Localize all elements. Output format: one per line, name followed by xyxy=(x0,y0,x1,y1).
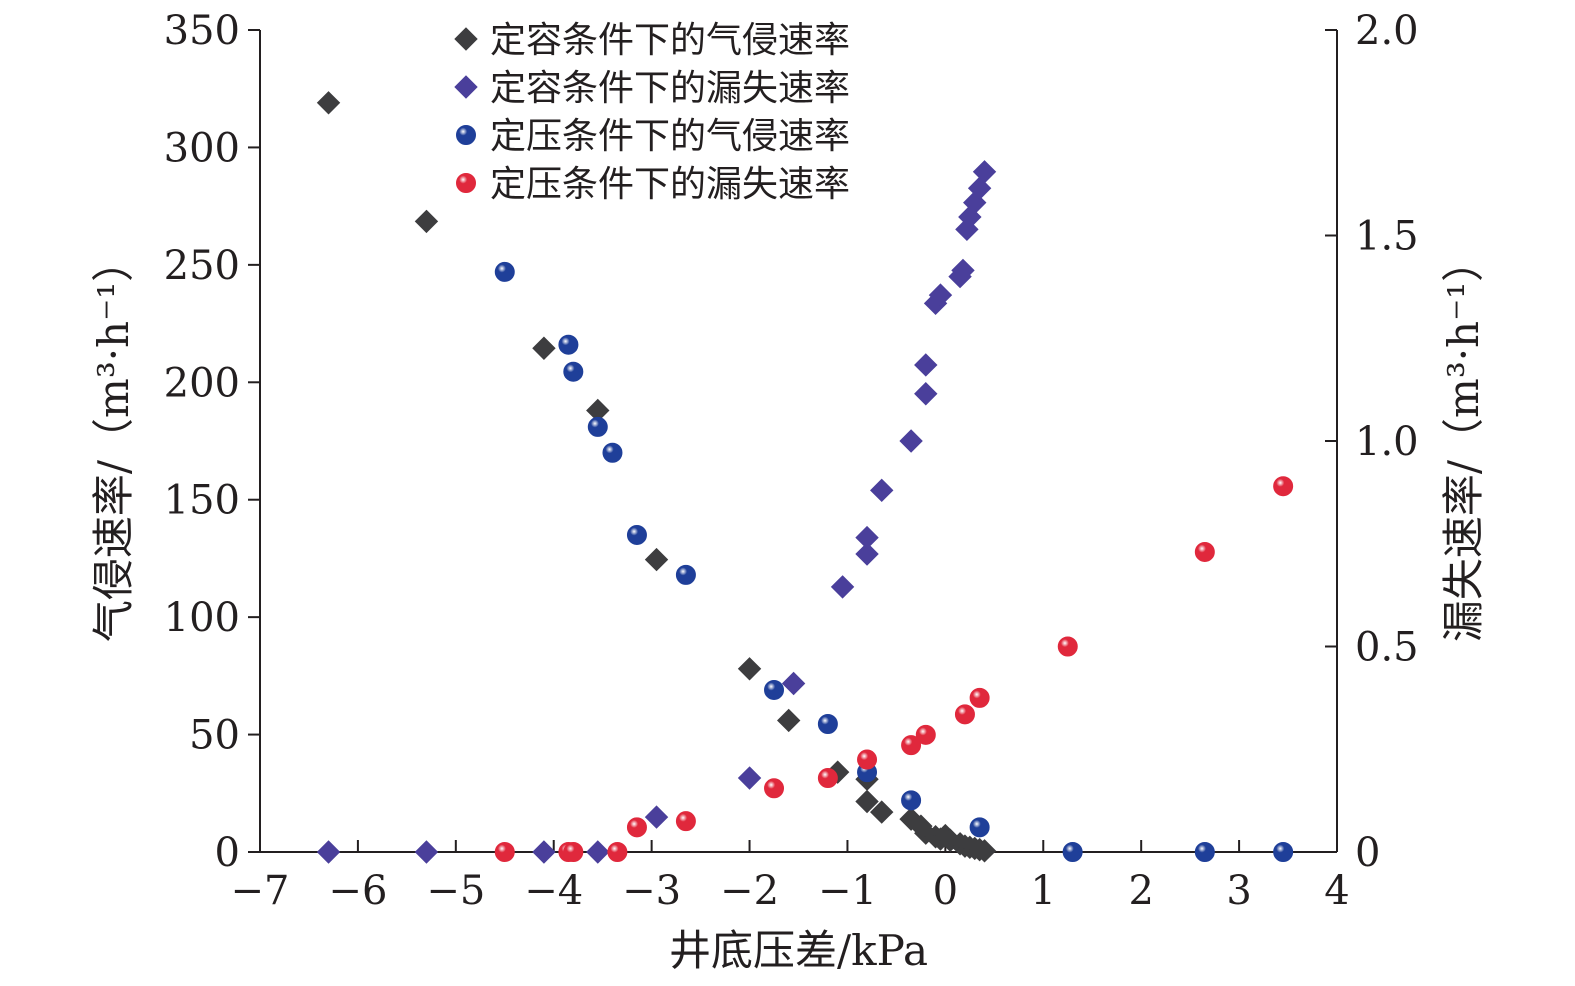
x-tick-label: 2 xyxy=(1128,868,1153,914)
data-point xyxy=(777,708,801,733)
data-point xyxy=(563,842,584,862)
data-point xyxy=(969,687,990,708)
left-y-tick-label: 300 xyxy=(164,125,240,171)
data-point xyxy=(928,283,953,307)
x-tick-label: −1 xyxy=(818,868,877,914)
data-point xyxy=(1194,842,1215,862)
x-tick-label: −5 xyxy=(426,868,485,914)
x-tick-label: −3 xyxy=(622,868,681,914)
right-y-tick-label: 0 xyxy=(1355,830,1380,876)
legend-marker xyxy=(454,75,478,99)
left-y-tick-label: 50 xyxy=(189,713,240,759)
data-point xyxy=(817,714,838,735)
x-tick-label: 0 xyxy=(933,868,958,914)
data-point xyxy=(855,789,879,814)
data-point xyxy=(494,842,515,862)
legend-label: 定容条件下的气侵速率 xyxy=(490,20,850,61)
data-point xyxy=(602,442,623,463)
left-y-tick-label: 150 xyxy=(164,478,240,524)
left-y-tick-label: 250 xyxy=(164,243,240,289)
data-point xyxy=(972,839,997,863)
left-y-tick-label: 200 xyxy=(164,360,240,406)
data-point xyxy=(855,525,879,550)
x-tick-label: 1 xyxy=(1031,868,1056,914)
data-point xyxy=(494,261,515,282)
data-point xyxy=(644,547,669,572)
data-point xyxy=(817,768,838,789)
data-point xyxy=(737,766,762,790)
data-point xyxy=(764,679,785,700)
data-point xyxy=(532,840,556,864)
data-point xyxy=(626,524,647,545)
legend-label: 定压条件下的气侵速率 xyxy=(490,116,850,157)
data-point xyxy=(857,749,878,770)
legend-label: 定压条件下的漏失速率 xyxy=(490,164,850,205)
data-point xyxy=(764,778,785,799)
data-point xyxy=(972,160,997,184)
x-tick-label: −7 xyxy=(231,868,290,914)
data-point xyxy=(316,840,341,864)
data-point xyxy=(954,704,975,725)
data-point xyxy=(675,811,696,832)
right-y-tick-label: 0.5 xyxy=(1355,625,1419,671)
left-y-axis-title: 气侵速率/（m³·h⁻¹） xyxy=(89,240,138,642)
data-point xyxy=(781,671,806,696)
data-point xyxy=(626,817,647,838)
data-point xyxy=(532,336,556,360)
right-y-tick-label: 1.0 xyxy=(1355,419,1419,465)
x-tick-label: −2 xyxy=(720,868,779,914)
data-point xyxy=(1273,842,1294,862)
data-point xyxy=(915,724,936,745)
data-point xyxy=(870,800,894,824)
data-point xyxy=(870,478,894,503)
data-point xyxy=(1057,636,1078,657)
data-point xyxy=(316,91,341,115)
x-tick-label: 3 xyxy=(1226,868,1251,914)
right-y-tick-label: 2.0 xyxy=(1355,8,1419,54)
data-point xyxy=(414,840,439,864)
data-point xyxy=(563,361,584,382)
data-point xyxy=(914,382,938,406)
data-point xyxy=(586,840,610,864)
x-tick-label: −6 xyxy=(328,868,387,914)
x-axis-title: 井底压差/kPa xyxy=(669,926,928,975)
data-point xyxy=(914,353,938,377)
legend-marker xyxy=(456,125,476,145)
left-y-tick-label: 100 xyxy=(164,595,240,641)
data-point xyxy=(607,842,628,862)
data-point xyxy=(901,790,922,811)
legend-label: 定容条件下的漏失速率 xyxy=(490,68,850,109)
data-point xyxy=(675,564,696,585)
data-point xyxy=(1194,541,1215,562)
data-point xyxy=(1062,842,1083,862)
data-point xyxy=(558,334,579,355)
axes: −7 −6 −5 −4 −3 −2 −1 0 1 2 3 4050100150200250300350… xyxy=(89,8,1488,975)
data-point xyxy=(951,258,975,283)
left-y-tick-label: 350 xyxy=(164,8,240,54)
legend-marker xyxy=(456,173,476,193)
right-y-tick-label: 1.5 xyxy=(1355,214,1419,260)
data-point xyxy=(644,805,669,829)
data-marks xyxy=(316,91,1294,864)
right-y-axis-title: 漏失速率/（m³·h⁻¹） xyxy=(1439,240,1488,642)
x-tick-label: −4 xyxy=(524,868,583,914)
data-point xyxy=(830,575,855,599)
data-point xyxy=(737,657,762,681)
x-tick-label: 4 xyxy=(1324,868,1349,914)
data-point xyxy=(1273,476,1294,497)
data-point xyxy=(899,429,923,453)
data-point xyxy=(901,735,922,756)
left-y-tick-label: 0 xyxy=(215,830,240,876)
data-point xyxy=(587,416,608,437)
data-point xyxy=(414,209,439,234)
data-point xyxy=(855,542,879,566)
data-point xyxy=(969,817,990,838)
legend-marker xyxy=(454,27,478,51)
